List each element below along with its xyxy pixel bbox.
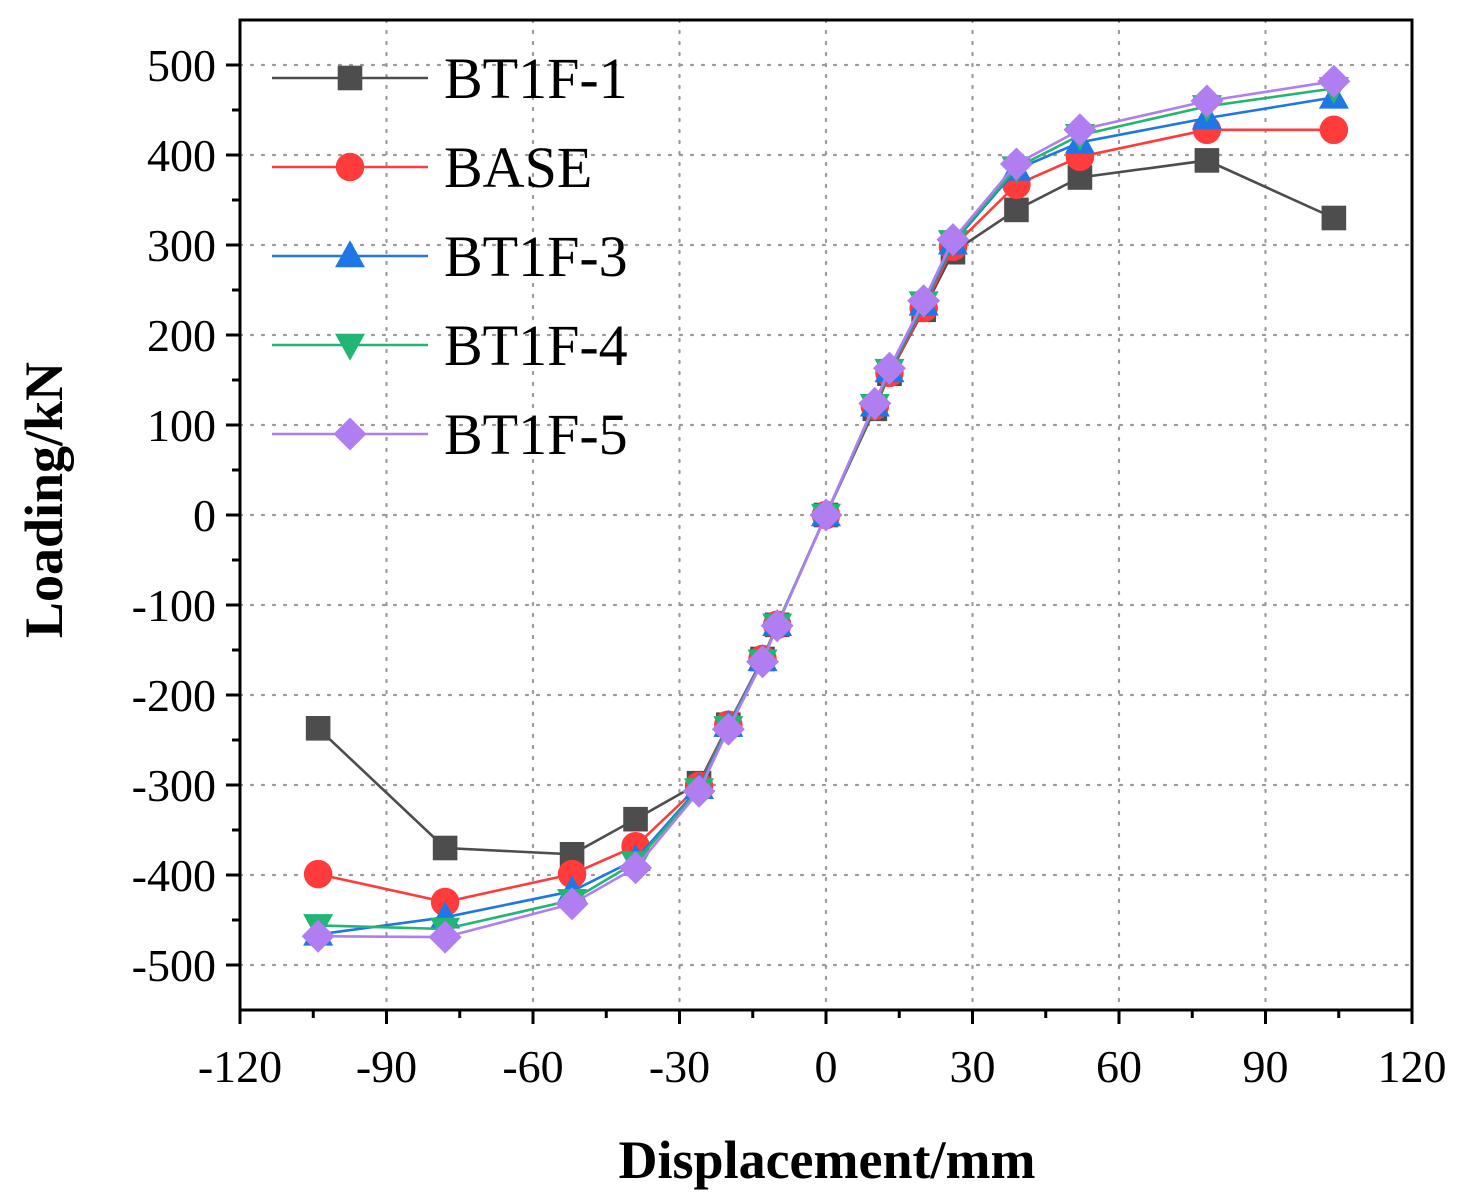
series-bt1f-5 (301, 64, 1351, 954)
x-tick-label: 0 (815, 1041, 838, 1092)
data-point (746, 645, 780, 679)
data-point (428, 920, 462, 954)
legend-item: BT1F-5 (272, 402, 628, 467)
data-point (1063, 113, 1097, 147)
x-tick-label: 60 (1096, 1041, 1142, 1092)
data-point (1190, 84, 1224, 118)
data-point (1317, 64, 1351, 98)
y-tick-label: -500 (132, 940, 216, 991)
data-point (623, 806, 648, 832)
y-tick-label: 400 (147, 130, 216, 181)
x-tick-label: -60 (502, 1041, 563, 1092)
legend-marker (337, 65, 363, 91)
legend-marker (335, 152, 365, 182)
tick-layer: -120 -90 -60 -30 0 30 60 90 120-500-400-300-200-… (132, 40, 1447, 1092)
y-tick-label: -100 (132, 580, 216, 631)
data-point (999, 147, 1033, 181)
data-point (1004, 197, 1029, 223)
data-point (305, 716, 331, 741)
x-tick-label: 120 (1378, 1041, 1447, 1092)
series-layer (301, 64, 1351, 954)
y-axis-title: Loading/kN (14, 362, 74, 638)
y-tick-label: 500 (147, 40, 216, 91)
y-tick-label: 200 (147, 310, 216, 361)
data-point (711, 712, 745, 746)
data-point (1194, 148, 1220, 173)
legend-item: BASE (272, 135, 592, 200)
legend-marker (335, 240, 365, 268)
legend-item: BT1F-4 (272, 313, 628, 378)
x-tick-label: 90 (1243, 1041, 1289, 1092)
y-tick-label: 100 (147, 400, 216, 451)
x-tick-label: -90 (356, 1041, 417, 1092)
data-point (432, 835, 458, 861)
legend-label: BT1F-3 (444, 224, 628, 289)
legend-label: BT1F-4 (444, 313, 628, 378)
legend-marker (335, 333, 365, 361)
data-point (682, 774, 716, 808)
y-tick-label: 0 (193, 490, 216, 541)
data-point (555, 887, 589, 921)
legend-label: BASE (444, 135, 592, 200)
data-point (936, 223, 970, 257)
y-tick-label: 300 (147, 220, 216, 271)
y-tick-label: -200 (132, 670, 216, 721)
data-point (858, 386, 892, 420)
legend-item: BT1F-1 (272, 46, 628, 111)
legend-label: BT1F-1 (444, 46, 628, 111)
data-point (557, 859, 587, 889)
data-point (809, 498, 843, 532)
legend-marker (333, 417, 367, 451)
data-point (872, 351, 906, 385)
data-point (1319, 115, 1349, 145)
legend-item: BT1F-3 (272, 224, 628, 289)
data-point (760, 609, 794, 643)
legend: BT1F-1 BASE BT1F-3 BT1F-4 BT1F-5 (272, 46, 628, 467)
data-point (907, 284, 941, 318)
x-tick-label: -30 (649, 1041, 710, 1092)
data-point (1321, 205, 1347, 231)
x-tick-label: 30 (950, 1041, 996, 1092)
y-tick-label: -300 (132, 760, 216, 811)
data-point (301, 919, 335, 953)
data-point (619, 851, 653, 885)
y-tick-label: -400 (132, 850, 216, 901)
x-axis-title: Displacement/mm (619, 1130, 1036, 1190)
data-point (303, 859, 333, 889)
x-tick-label: -120 (198, 1041, 282, 1092)
legend-label: BT1F-5 (444, 402, 628, 467)
